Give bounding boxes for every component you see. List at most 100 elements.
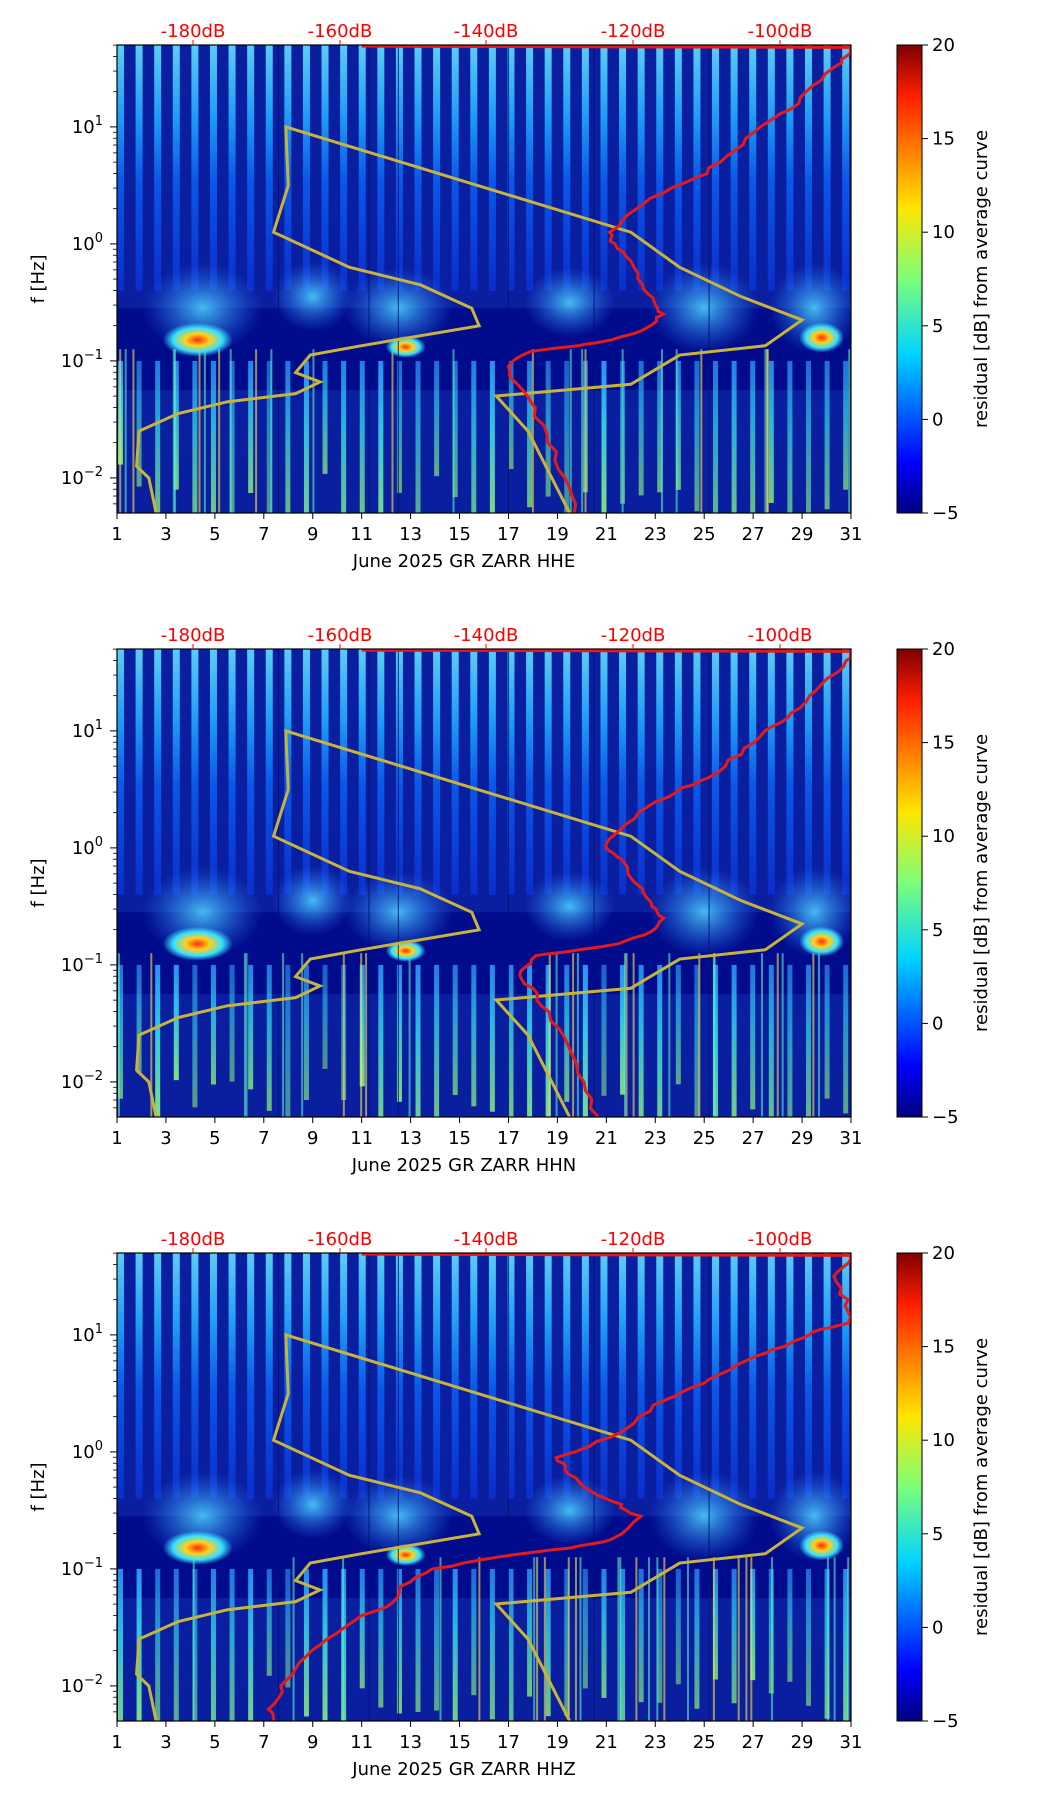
diurnal-stripe <box>507 649 515 895</box>
low-freq-stripe <box>694 1568 700 1709</box>
diurnal-stripe <box>433 649 441 895</box>
low-freq-stripe <box>843 964 849 1114</box>
transient-spike <box>737 1557 740 1721</box>
diurnal-stripe <box>321 45 329 291</box>
colorbar-tick-label: 10 <box>932 826 955 847</box>
diurnal-stripe <box>377 649 385 895</box>
low-freq-stripe <box>582 964 588 1117</box>
low-freq-stripe <box>192 1568 198 1721</box>
diurnal-stripe <box>302 649 310 895</box>
low-freq-stripe <box>806 964 812 1117</box>
low-freq-stripe <box>415 1568 421 1712</box>
low-freq-stripe <box>731 964 737 1117</box>
low-freq-stripe <box>694 964 700 1117</box>
diurnal-stripe <box>358 45 366 291</box>
low-freq-stripe <box>787 964 793 1117</box>
low-freq-stripe <box>806 360 812 513</box>
x-axis-label: June 2025 GR ZARR HHZ <box>351 1759 575 1780</box>
diurnal-stripe <box>172 649 180 895</box>
low-freq-stripe <box>359 1568 365 1689</box>
low-freq-stripe <box>713 1568 719 1680</box>
diurnal-stripe <box>154 45 162 291</box>
x-tick-label: 25 <box>693 1128 716 1149</box>
y-tick-label: 10−2 <box>61 1673 103 1697</box>
hot-spot <box>799 1530 845 1561</box>
x-tick-label: 23 <box>644 524 667 545</box>
hot-spot <box>162 926 233 961</box>
transient-spike <box>365 953 368 1117</box>
low-freq-stripe <box>694 360 700 512</box>
low-freq-stripe <box>415 360 421 513</box>
transient-spike <box>555 953 558 1117</box>
diurnal-stripe <box>172 1253 180 1499</box>
diurnal-stripe <box>451 649 459 895</box>
low-freq-stripe <box>322 1568 328 1721</box>
diurnal-stripe <box>767 1253 775 1499</box>
transient-spike <box>812 953 815 1117</box>
heatmap-area <box>117 45 851 513</box>
diurnal-stripe <box>786 649 794 895</box>
reference-noise-model-curve <box>135 728 806 1117</box>
diurnal-stripe <box>470 1253 478 1499</box>
low-freq-stripe <box>582 1568 588 1689</box>
diurnal-stripe <box>470 45 478 291</box>
low-freq-stripe <box>322 964 328 1069</box>
low-freq-stripe <box>750 1568 756 1681</box>
x-tick-label: 31 <box>840 1128 863 1149</box>
low-freq-stripe <box>638 360 644 496</box>
db-tick-label: -140dB <box>454 1229 519 1250</box>
x-tick-label: 31 <box>840 1732 863 1753</box>
y-tick-label: 101 <box>72 1322 103 1346</box>
diurnal-stripe <box>247 649 255 895</box>
diurnal-stripe <box>619 1253 627 1499</box>
transient-spike <box>342 953 345 1117</box>
x-tick-label: 9 <box>307 524 318 545</box>
reference-noise-model-curve <box>135 1332 806 1721</box>
low-freq-stripe <box>452 964 458 1096</box>
transient-spike <box>569 349 572 513</box>
diurnal-stripe <box>749 45 757 291</box>
low-freq-stripe <box>173 1568 179 1721</box>
diurnal-stripe <box>563 649 571 895</box>
microseism-cloud <box>524 871 615 942</box>
y-tick-label: 10−1 <box>61 348 103 372</box>
transient-spike <box>818 953 821 1117</box>
diurnal-stripe <box>191 1253 199 1499</box>
diurnal-stripe <box>135 1253 143 1499</box>
diurnal-stripe <box>358 1253 366 1499</box>
colorbar-gradient <box>896 1252 923 1722</box>
low-freq-stripe <box>675 964 681 1085</box>
low-freq-stripe <box>843 360 849 490</box>
low-freq-stripe <box>155 1568 161 1721</box>
diurnal-stripe <box>786 45 794 291</box>
y-tick-label: 100 <box>72 231 103 255</box>
x-tick-label: 19 <box>546 1128 569 1149</box>
db-tick-label: -160dB <box>308 625 373 646</box>
diurnal-stripe <box>637 1253 645 1499</box>
colorbar-tick-label: 20 <box>932 35 955 56</box>
diurnal-stripe <box>823 649 831 895</box>
diurnal-stripe <box>228 649 236 895</box>
microseism-cloud <box>272 261 353 332</box>
low-freq-stripe <box>378 360 384 513</box>
low-freq-stripe <box>434 1568 440 1711</box>
x-tick-label: 13 <box>399 1732 422 1753</box>
transient-spike <box>218 349 221 513</box>
average-psd-curve <box>361 649 851 1117</box>
transient-spike <box>581 349 584 513</box>
x-tick-label: 13 <box>399 524 422 545</box>
diurnal-stripe <box>395 45 403 291</box>
low-freq-stripe <box>657 360 663 493</box>
low-freq-stripe <box>508 964 514 1117</box>
transient-spike <box>625 953 628 1117</box>
colorbar-tick-label: 10 <box>932 222 955 243</box>
low-freq-stripe <box>675 1568 681 1685</box>
diurnal-stripe <box>340 1253 348 1499</box>
diurnal-stripe <box>302 45 310 291</box>
diurnal-stripe <box>228 1253 236 1499</box>
low-freq-stripe <box>434 360 440 477</box>
diurnal-stripe <box>321 1253 329 1499</box>
x-tick-label: 29 <box>791 1732 814 1753</box>
x-tick-label: 7 <box>258 524 269 545</box>
x-tick-label: 27 <box>742 1128 765 1149</box>
